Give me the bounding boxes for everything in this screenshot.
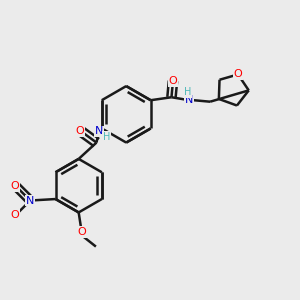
Text: O: O — [77, 227, 86, 237]
Text: O: O — [169, 76, 177, 86]
Text: O: O — [76, 126, 85, 136]
Text: O: O — [234, 70, 242, 80]
Text: N: N — [26, 196, 34, 206]
Text: N: N — [94, 126, 103, 136]
Text: N: N — [185, 95, 194, 105]
Text: O: O — [10, 210, 19, 220]
Text: H: H — [103, 132, 110, 142]
Text: H: H — [184, 87, 191, 97]
Text: O: O — [10, 181, 19, 191]
